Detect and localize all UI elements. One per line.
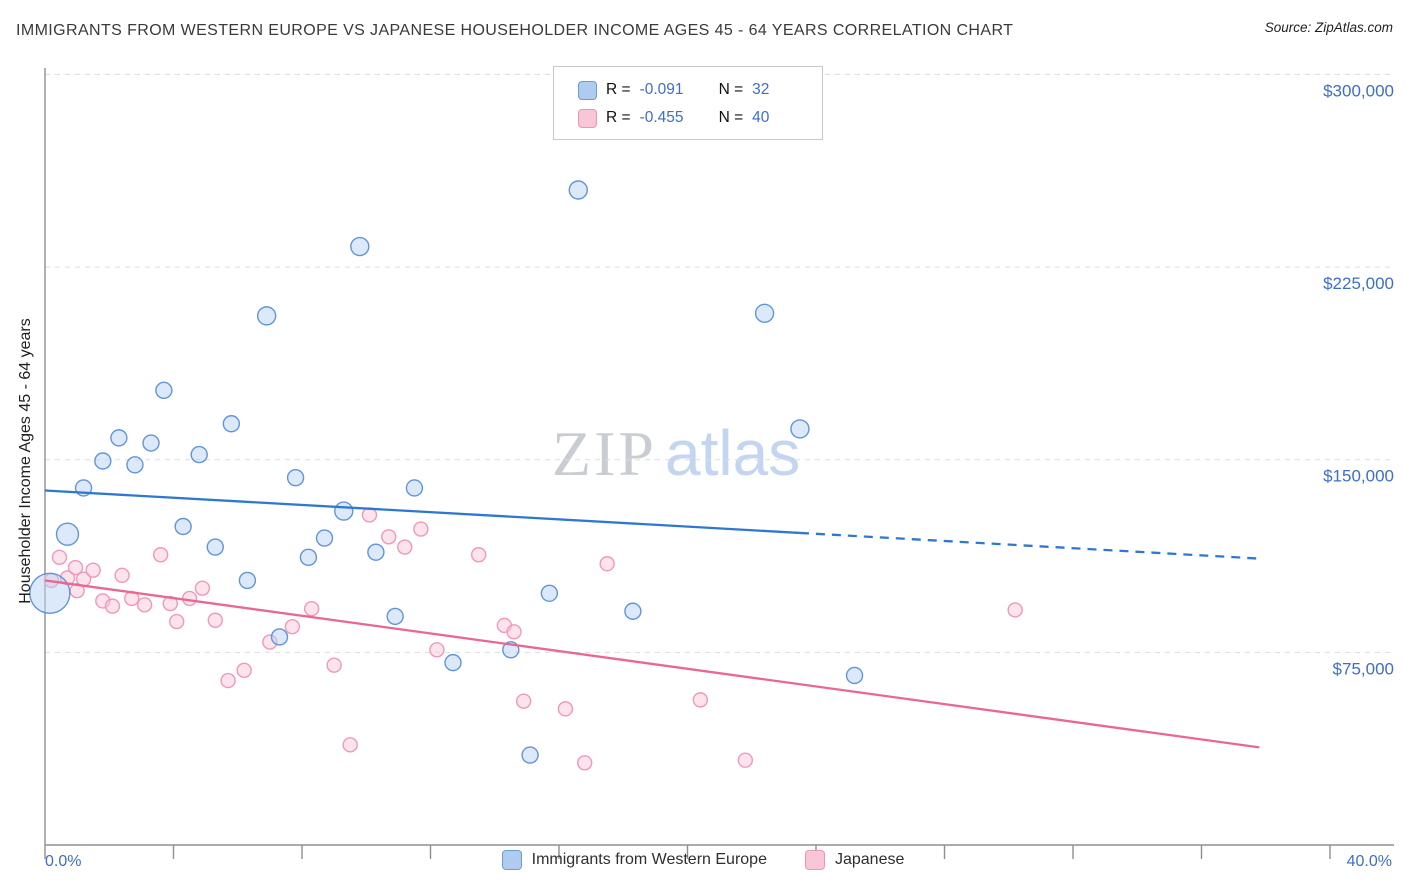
watermark: ZIP atlas: [552, 416, 800, 491]
scatter-point-japanese: [557, 701, 574, 717]
scatter-point-japanese: [397, 539, 413, 555]
scatter-point-western-europe: [521, 746, 539, 764]
scatter-point-western-europe: [754, 303, 775, 324]
legend-item-western-europe: Immigrants from Western Europe: [501, 850, 767, 870]
trend-line-western-europe: [44, 489, 801, 535]
bottom-legend: Immigrants from Western Europe Japanese: [0, 850, 1406, 870]
scatter-point-western-europe: [190, 445, 208, 464]
y-axis-tick-label: $225,000: [1323, 274, 1394, 293]
watermark-zip-text: ZIP: [552, 418, 657, 489]
scatter-point-western-europe: [55, 522, 80, 546]
legend-swatch-japanese: [804, 850, 825, 870]
scatter-point-western-europe: [126, 456, 144, 474]
scatter-point-western-europe: [206, 538, 224, 556]
legend-swatch-western-europe: [578, 80, 597, 100]
n-label: N =: [718, 81, 744, 98]
scatter-point-japanese: [207, 612, 223, 628]
stats-legend: R = -0.091 N = 32 R = -0.455 N = 40: [553, 66, 823, 140]
scatter-point-japanese: [85, 562, 101, 578]
watermark-atlas-text: atlas: [665, 417, 801, 489]
legend-swatch-japanese: [578, 108, 597, 128]
n-label: N =: [718, 109, 744, 126]
stats-legend-row-japanese: R = -0.455 N = 40: [578, 104, 822, 132]
scatter-point-western-europe: [155, 381, 173, 400]
scatter-point-western-europe: [444, 653, 462, 672]
scatter-point-western-europe: [568, 180, 588, 200]
legend-item-japanese: Japanese: [804, 850, 905, 870]
scatter-point-western-europe: [386, 607, 404, 626]
scatter-point-japanese: [413, 521, 429, 537]
scatter-point-japanese: [194, 580, 211, 596]
scatter-point-western-europe: [790, 419, 810, 439]
scatter-point-western-europe: [350, 236, 370, 257]
scatter-point-japanese: [1007, 602, 1023, 618]
scatter-point-western-europe: [367, 543, 385, 561]
scatter-point-japanese: [577, 755, 593, 771]
scatter-point-japanese: [169, 613, 185, 630]
scatter-point-japanese: [381, 529, 397, 545]
scatter-point-japanese: [692, 692, 709, 708]
stats-legend-row-western-europe: R = -0.091 N = 32: [578, 76, 822, 104]
scatter-point-japanese: [599, 556, 615, 572]
scatter-point-western-europe: [110, 429, 128, 447]
trend-line-japanese: [44, 579, 1260, 749]
r-value: -0.091: [639, 81, 684, 98]
scatter-point-japanese: [506, 624, 522, 640]
n-value: 40: [752, 109, 770, 126]
legend-label-japanese: Japanese: [834, 851, 905, 868]
scatter-point-western-europe: [142, 434, 160, 452]
legend-label-western-europe: Immigrants from Western Europe: [531, 851, 767, 868]
scatter-point-western-europe: [334, 501, 354, 521]
x-axis-max-label: 40.0%: [1346, 853, 1392, 870]
scatter-point-western-europe: [270, 628, 289, 646]
scatter-point-western-europe: [222, 415, 241, 433]
scatter-point-japanese: [429, 642, 445, 658]
y-axis-tick-label: $300,000: [1323, 81, 1394, 100]
scatter-point-japanese: [284, 618, 301, 635]
scatter-point-japanese: [51, 549, 68, 566]
scatter-point-western-europe: [405, 479, 424, 497]
r-label: R =: [606, 109, 631, 126]
scatter-point-japanese: [470, 547, 487, 563]
scatter-point-japanese: [152, 547, 169, 563]
scatter-point-japanese: [136, 597, 153, 613]
y-axis-tick-label: $150,000: [1323, 467, 1394, 486]
scatter-point-western-europe: [174, 517, 192, 536]
r-value: -0.455: [639, 109, 684, 126]
scatter-point-western-europe: [845, 666, 864, 685]
scatter-point-japanese: [220, 672, 236, 689]
scatter-point-japanese: [342, 737, 358, 753]
n-value: 32: [752, 81, 770, 98]
page-title: IMMIGRANTS FROM WESTERN EUROPE VS JAPANE…: [16, 22, 1014, 39]
scatter-point-western-europe: [540, 584, 559, 602]
scatter-point-japanese: [515, 693, 532, 709]
scatter-point-japanese: [67, 559, 84, 576]
scatter-point-japanese: [737, 752, 754, 768]
scatter-point-japanese: [114, 567, 130, 583]
scatter-point-western-europe: [94, 452, 112, 470]
source-attribution: Source: ZipAtlas.com: [1264, 20, 1393, 35]
scatter-point-japanese: [326, 657, 342, 673]
legend-swatch-western-europe: [501, 850, 522, 870]
scatter-point-western-europe: [256, 306, 277, 326]
scatter-point-western-europe: [286, 468, 305, 487]
scatter-point-western-europe: [29, 572, 71, 614]
x-axis-min-label: 0.0%: [45, 853, 82, 870]
scatter-point-japanese: [104, 598, 121, 614]
y-axis-tick-label: $75,000: [1333, 659, 1394, 678]
scatter-point-japanese: [181, 590, 198, 607]
y-axis-title: Householder Income Ages 45 - 64 years: [17, 318, 34, 604]
scatter-point-western-europe: [238, 571, 257, 590]
scatter-point-japanese: [303, 600, 320, 617]
scatter-point-japanese: [236, 662, 252, 679]
trend-line-western-europe-extension: [799, 531, 1260, 560]
scatter-point-western-europe: [299, 548, 318, 567]
scatter-point-western-europe: [315, 529, 334, 547]
scatter-point-western-europe: [624, 602, 642, 620]
r-label: R =: [606, 81, 631, 98]
